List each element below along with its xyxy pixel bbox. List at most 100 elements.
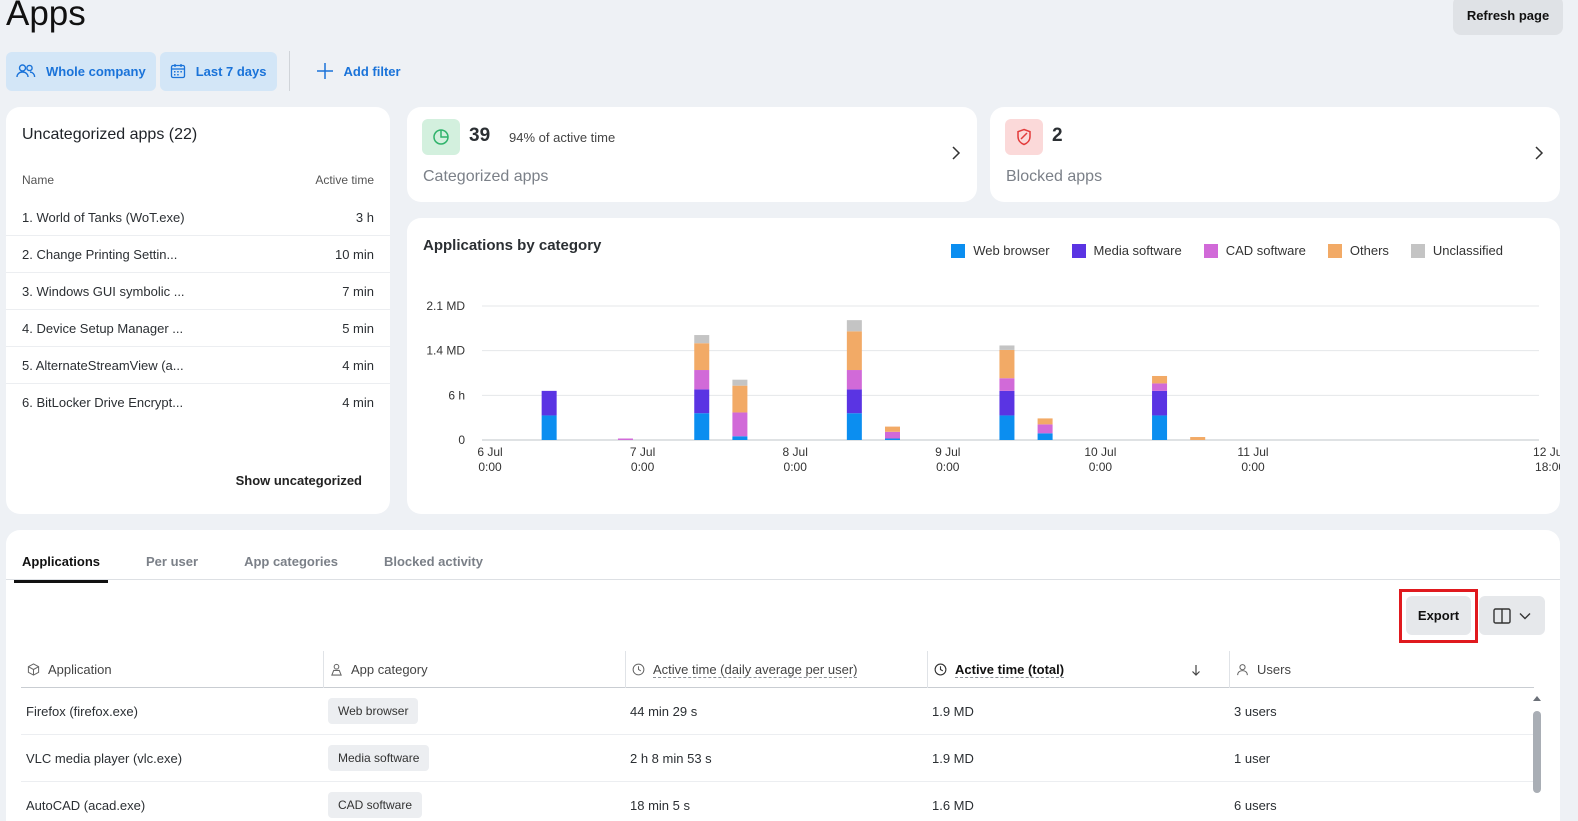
chevron-right-icon [952,146,961,160]
bar-segment [1037,424,1053,434]
app-name: 3. Windows GUI symbolic ... [22,283,185,299]
legend-media-software[interactable]: Media software [1071,243,1182,258]
x-tick-label: 0:00 [784,460,808,474]
tab-blocked-activity[interactable]: Blocked activity [383,554,483,569]
add-filter-button[interactable]: Add filter [300,52,417,91]
page-title: Apps [6,0,86,33]
blocked-label: Blocked apps [1006,168,1103,185]
bar-segment [541,415,557,440]
bar-segment [999,390,1015,416]
bar-segment [541,390,557,416]
table-row[interactable]: AutoCAD (acad.exe) CAD software 18 min 5… [21,782,1534,821]
bar-segment [885,426,900,432]
categorized-apps-card[interactable]: 39 94% of active time Categorized apps [407,107,977,202]
chart-legend: Web browser Media software CAD software … [929,243,1503,258]
tab-app-categories[interactable]: App categories [244,554,338,569]
category-icon [331,663,342,676]
legend-cad-software[interactable]: CAD software [1203,243,1306,258]
plus-icon [316,63,333,79]
y-tick-label: 2.1 MD [426,299,465,313]
list-item[interactable]: 4. Device Setup Manager ... 5 min [6,310,390,347]
x-tick-label: 8 Jul [783,445,808,459]
bar-segment [617,438,633,440]
list-item[interactable]: 6. BitLocker Drive Encrypt... 4 min [6,384,390,421]
legend-label: Web browser [973,243,1050,258]
clock-icon [934,663,947,676]
legend-label: Others [1349,243,1389,258]
bar-segment [846,320,862,332]
category-badge: CAD software [328,792,423,818]
bar-segment [694,413,710,440]
bar-segment [694,343,710,371]
refresh-page-button[interactable]: Refresh page [1453,0,1563,35]
list-item[interactable]: 1. World of Tanks (WoT.exe) 3 h [6,199,390,236]
cell-total: 1.6 MD [932,797,974,813]
category-badge: Web browser [328,698,419,724]
legend-web-browser[interactable]: Web browser [951,243,1050,258]
col-app-category[interactable]: App category [323,651,625,688]
calendar-icon [170,64,185,79]
uncategorized-apps-card: Uncategorized apps (22) Name Active time… [6,107,390,514]
cell-application: AutoCAD (acad.exe) [26,797,146,813]
bar-segment [732,385,748,413]
bar-segment [846,413,862,440]
period-filter[interactable]: Last 7 days [159,51,277,91]
clock-icon [632,663,645,676]
col-active-time-total[interactable]: Active time (total) [927,651,1229,688]
blocked-apps-card[interactable]: 2 Blocked apps [990,107,1560,202]
chevron-down-icon [1519,612,1531,619]
bar-segment [732,436,748,440]
list-item[interactable]: 3. Windows GUI symbolic ... 7 min [6,273,390,310]
columns-icon [1493,607,1511,624]
cell-users: 1 user [1234,750,1271,766]
tab-per-user[interactable]: Per user [146,554,199,569]
whole-company-filter[interactable]: Whole company [6,51,156,91]
tab-applications[interactable]: Applications [14,548,109,583]
x-tick-label: 6 Jul [477,445,502,459]
x-tick-label: 0:00 [631,460,655,474]
tab-bar: Applications Per user App categories Blo… [14,548,521,583]
legend-label: Media software [1093,243,1182,258]
bar-segment [846,331,862,371]
table-body: Firefox (firefox.exe) Web browser 44 min… [21,688,1534,821]
shield-icon [1005,119,1043,155]
col-active-time-average-label: Active time (daily average per user) [653,661,858,678]
bar-segment [1152,390,1168,416]
bar-segment [1037,418,1053,425]
category-badge: Media software [328,745,430,771]
cube-icon [27,663,40,676]
cell-users: 6 users [1234,797,1277,813]
sort-descending-icon[interactable] [1191,664,1201,676]
columns-button[interactable] [1479,596,1545,635]
bar-segment [1152,383,1168,391]
cell-category: Web browser [323,698,625,724]
scrollbar-thumb[interactable] [1533,711,1541,793]
scrollbar-up-arrow[interactable] [1532,693,1542,703]
col-application-label: Application [48,662,112,677]
chart-title: Applications by category [423,237,602,254]
table-row[interactable]: VLC media player (vlc.exe) Media softwar… [21,735,1534,782]
export-button[interactable]: Export [1406,596,1471,635]
y-tick-label: 0 [458,433,465,447]
cell-application: Firefox (firefox.exe) [26,703,138,719]
col-users[interactable]: Users [1229,651,1534,688]
x-tick-label: 12 Jul [1533,445,1560,459]
app-time: 7 min [342,283,374,299]
app-time: 4 min [342,395,374,410]
table-row[interactable]: Firefox (firefox.exe) Web browser 44 min… [21,688,1534,735]
categorized-label: Categorized apps [423,168,549,185]
col-active-time-average[interactable]: Active time (daily average per user) [625,651,927,688]
legend-others[interactable]: Others [1327,243,1389,258]
show-uncategorized-button[interactable]: Show uncategorized [235,473,362,488]
list-item[interactable]: 5. AlternateStreamView (a... 4 min [6,347,390,384]
list-item[interactable]: 2. Change Printing Settin... 10 min [6,236,390,273]
bar-segment [694,335,710,344]
col-active-time-total-label: Active time (total) [955,661,1065,678]
bar-segment [999,415,1015,440]
col-application[interactable]: Application [21,651,323,688]
uncategorized-col-active: Active time [315,173,374,187]
blocked-count: 2 [1052,125,1063,146]
legend-unclassified[interactable]: Unclassified [1410,243,1503,258]
cell-total: 1.9 MD [932,750,974,766]
app-time: 10 min [334,246,374,262]
